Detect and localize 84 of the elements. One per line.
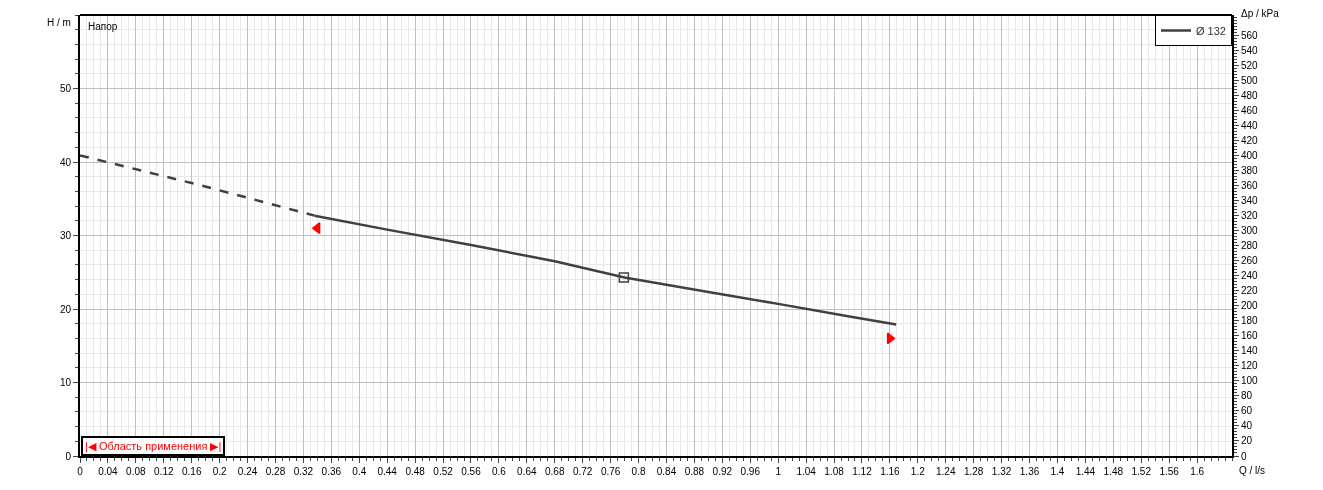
y-tick-label: 30: [59, 230, 72, 241]
x-tick-label: 0.16: [181, 466, 202, 477]
annotation: |◀ Область применения ▶|: [85, 440, 222, 452]
y2-tick-label: 360: [1241, 180, 1259, 192]
x-tick-label: 0.92: [712, 466, 733, 477]
y2-tick-label: 220: [1241, 285, 1259, 297]
y2-tick-label: 40: [1241, 420, 1253, 432]
x-tick-label: 1.6: [1190, 466, 1205, 477]
y2-tick-label: 80: [1241, 390, 1253, 402]
x-tick-label: 0.24: [237, 466, 258, 477]
y2-tick-label: 540: [1241, 44, 1259, 56]
y-tick-label: 0: [65, 450, 72, 462]
y2-tick-label: 140: [1241, 345, 1259, 357]
x-tick-label: 1: [775, 466, 782, 477]
y2-tick-label: 500: [1241, 74, 1259, 86]
x-tick-label: 0.12: [154, 466, 174, 477]
y-tick-label: 40: [59, 156, 72, 168]
x-tick-label: 1.56: [1159, 466, 1180, 477]
y-tick-label: 20: [59, 303, 72, 315]
y2-tick-label: 20: [1241, 435, 1253, 447]
x-tick-label: 1.16: [880, 466, 901, 477]
y-tick-label: 10: [59, 377, 72, 388]
x-tick-label: 1.36: [1019, 466, 1040, 477]
x-tick-label: 0.68: [545, 466, 565, 477]
y2-tick-label: 280: [1241, 240, 1259, 252]
y2-tick-label: 160: [1241, 330, 1259, 342]
x-tick-label: 0.88: [684, 466, 705, 477]
x-tick-label: 0.04: [98, 466, 119, 477]
x-tick-label: 0.36: [321, 466, 342, 477]
x-tick-label: 1.4: [1050, 466, 1065, 477]
y2-tick-label: 560: [1241, 29, 1259, 41]
x-tick-label: 1.08: [824, 466, 845, 477]
x-tick-label: 0.48: [405, 466, 426, 477]
y2-tick-label: 180: [1241, 315, 1259, 327]
x-tick-label: 0.76: [600, 466, 621, 477]
x-tick-label: 0.96: [740, 466, 761, 477]
x-tick-label: 1.04: [796, 466, 817, 477]
y2-tick-label: 340: [1241, 195, 1259, 207]
x-tick-label: 0.72: [572, 466, 593, 477]
y2-tick-label: 460: [1241, 104, 1259, 116]
y2-tick-label: 320: [1241, 210, 1259, 222]
point: [618, 272, 630, 283]
x-tick-label: 0.8: [631, 466, 646, 477]
x-tick-label: 0.32: [293, 466, 314, 477]
x-tick-label: 1.44: [1075, 466, 1096, 477]
y2-tick-label: 300: [1241, 225, 1259, 237]
y2-axis-title: Δp / kPa: [1241, 8, 1280, 19]
x-tick-label: 0.56: [461, 466, 482, 477]
y2-tick-label: 440: [1241, 119, 1259, 131]
x-tick-label: 1.2: [910, 466, 926, 477]
x-axis-title: Q / l/s: [1239, 465, 1266, 476]
x-tick-label: 1.52: [1131, 466, 1152, 477]
x-tick-label: 1.32: [991, 466, 1012, 477]
y2-tick-label: 260: [1241, 255, 1259, 267]
x-tick-label: 0.44: [377, 466, 398, 477]
x-tick-label: 0.64: [517, 466, 538, 477]
annotation: Напор: [88, 21, 118, 32]
legend-label: Ø 132: [1196, 24, 1226, 37]
x-tick-label: 0.52: [433, 466, 454, 477]
x-tick-label: 1.12: [852, 466, 873, 477]
x-tick-label: 0.6: [491, 466, 507, 477]
y2-tick-label: 400: [1241, 149, 1259, 161]
x-tick-label: 0.2: [212, 466, 228, 477]
x-tick-label: 1.24: [936, 466, 956, 477]
x-tick-label: 0.28: [265, 466, 286, 477]
x-tick-label: 0: [77, 466, 84, 477]
y2-tick-label: 420: [1241, 134, 1259, 146]
x-tick-label: 0.84: [656, 466, 677, 477]
y2-tick-label: 100: [1241, 375, 1259, 387]
y2-tick-label: 0: [1241, 450, 1247, 462]
y-tick-label: 50: [59, 83, 72, 94]
x-tick-label: 0.08: [126, 466, 147, 477]
y-axis-title: H / m: [47, 17, 71, 28]
y2-tick-label: 200: [1241, 300, 1259, 312]
y2-tick-label: 520: [1241, 59, 1259, 71]
x-tick-label: 1.48: [1103, 466, 1124, 477]
y2-tick-label: 240: [1241, 270, 1259, 282]
y2-tick-label: 380: [1241, 165, 1259, 177]
y2-tick-label: 480: [1241, 89, 1259, 101]
x-tick-label: 1.28: [963, 466, 984, 477]
y2-tick-label: 120: [1241, 360, 1259, 372]
point: [886, 332, 896, 345]
y2-tick-label: 60: [1241, 405, 1253, 417]
x-tick-label: 0.4: [352, 466, 367, 477]
